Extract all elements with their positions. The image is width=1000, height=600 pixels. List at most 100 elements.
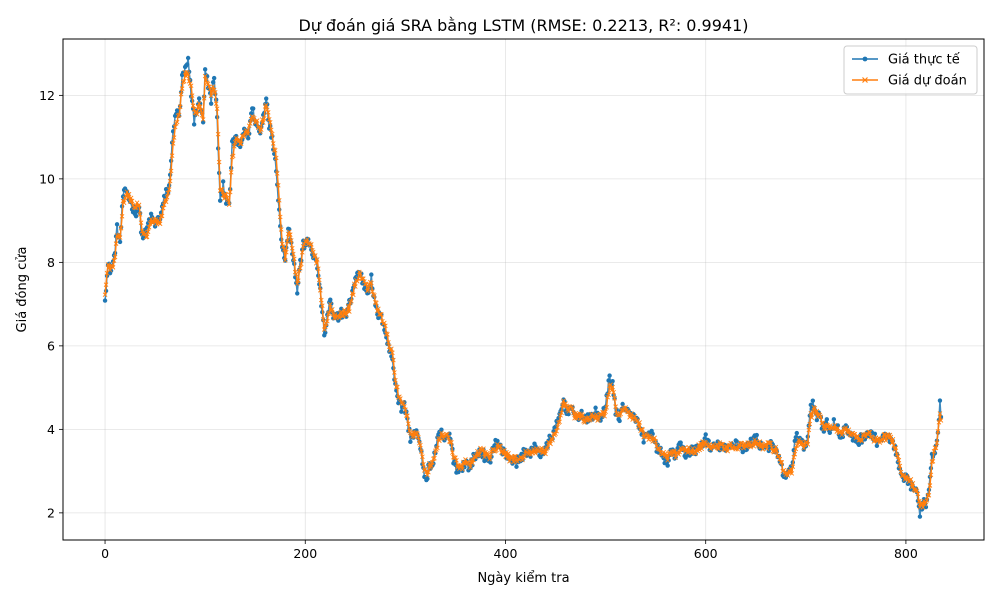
data-point-predicted (231, 144, 237, 149)
data-point-predicted (181, 78, 187, 84)
data-point-predicted (318, 297, 324, 303)
data-point-predicted (604, 404, 609, 410)
data-point-actual (874, 443, 880, 448)
data-point-predicted (405, 413, 410, 419)
data-point-predicted (426, 469, 431, 475)
y-tick-label: 4 (47, 422, 55, 437)
data-point-predicted (312, 253, 318, 258)
data-point-predicted (225, 197, 231, 203)
data-point-predicted (498, 443, 503, 449)
data-point-predicted (840, 430, 846, 435)
data-point-predicted (533, 450, 538, 456)
data-point-predicted (320, 317, 326, 322)
data-point-predicted (348, 298, 354, 304)
data-point-predicted (791, 454, 797, 460)
x-tick-label: 0 (101, 546, 109, 561)
data-point-actual (607, 373, 612, 378)
data-point-predicted (144, 234, 150, 240)
data-point-predicted (339, 313, 345, 319)
data-point-predicted (116, 232, 122, 238)
data-point-predicted (287, 232, 293, 237)
data-point-predicted (686, 444, 691, 450)
data-point-predicted (419, 449, 424, 454)
data-point-actual (495, 438, 500, 444)
series-layer (102, 55, 944, 519)
data-point-predicted (398, 396, 403, 401)
data-point-predicted (637, 420, 642, 425)
data-point-predicted (805, 442, 811, 447)
data-point-predicted (379, 312, 384, 317)
legend-box (843, 45, 978, 95)
data-point-predicted (429, 463, 434, 469)
data-point-predicted (566, 409, 571, 414)
data-point-predicted (103, 282, 109, 288)
data-point-predicted (183, 74, 189, 79)
data-point-predicted (722, 447, 728, 453)
data-point-predicted (336, 315, 342, 321)
data-point-predicted (269, 131, 275, 137)
data-point-actual (191, 122, 197, 127)
data-point-actual (185, 55, 191, 61)
data-point-predicted (555, 425, 560, 430)
data-point-predicted (119, 213, 125, 219)
data-point-predicted (883, 438, 889, 443)
data-point-predicted (129, 198, 135, 204)
data-point-predicted (352, 284, 358, 289)
data-point-predicted (572, 415, 577, 421)
data-point-actual (706, 438, 711, 443)
data-point-predicted (313, 260, 319, 266)
data-point-predicted (814, 408, 820, 414)
data-point-actual (593, 405, 598, 410)
data-point-predicted (632, 413, 637, 419)
data-point-predicted (596, 416, 601, 422)
data-point-predicted (283, 249, 289, 255)
data-point-predicted (930, 459, 936, 464)
data-point-predicted (179, 86, 185, 91)
data-point-actual (258, 131, 263, 136)
data-point-predicted (926, 492, 932, 498)
data-point-actual (251, 106, 256, 111)
data-point-actual (734, 439, 739, 444)
data-point-predicted (260, 120, 266, 125)
data-point-predicted (166, 187, 172, 192)
data-point-predicted (790, 464, 796, 469)
data-point-predicted (938, 418, 944, 423)
data-point-predicted (812, 406, 818, 411)
data-point-predicted (626, 409, 631, 415)
data-point-predicted (402, 404, 407, 409)
data-point-predicted (159, 213, 165, 219)
data-point-predicted (102, 292, 108, 297)
data-point-predicted (268, 127, 274, 133)
data-point-predicted (324, 318, 330, 324)
data-point-predicted (227, 189, 233, 195)
data-point-predicted (774, 448, 780, 454)
x-axis-ticks: 0 200 400 600 800 (101, 540, 918, 561)
data-point-predicted (937, 411, 943, 416)
data-point-actual (579, 408, 584, 414)
data-point-predicted (201, 95, 207, 101)
data-point-predicted (511, 459, 516, 465)
data-point-actual (937, 398, 943, 403)
data-point-predicted (690, 445, 696, 451)
data-point-predicted (386, 340, 391, 345)
y-tick-label: 12 (39, 88, 55, 103)
data-point-predicted (392, 370, 397, 375)
data-point-predicted (933, 445, 939, 451)
data-point-predicted (110, 265, 116, 270)
data-point-predicted (238, 141, 244, 146)
data-point-actual (102, 298, 108, 303)
data-point-predicted (401, 401, 406, 407)
data-point-actual (208, 101, 214, 106)
data-point-predicted (582, 420, 587, 425)
data-point-predicted (934, 440, 940, 446)
data-point-predicted (914, 488, 920, 494)
data-point-predicted (559, 410, 564, 416)
data-point-predicted (605, 394, 610, 400)
data-point-predicted (378, 312, 383, 317)
data-point-predicted (213, 101, 219, 106)
data-point-predicted (138, 220, 144, 225)
data-point-predicted (613, 404, 618, 409)
data-point-predicted (460, 467, 465, 472)
data-point-predicted (244, 128, 250, 134)
data-point-predicted (779, 460, 785, 465)
